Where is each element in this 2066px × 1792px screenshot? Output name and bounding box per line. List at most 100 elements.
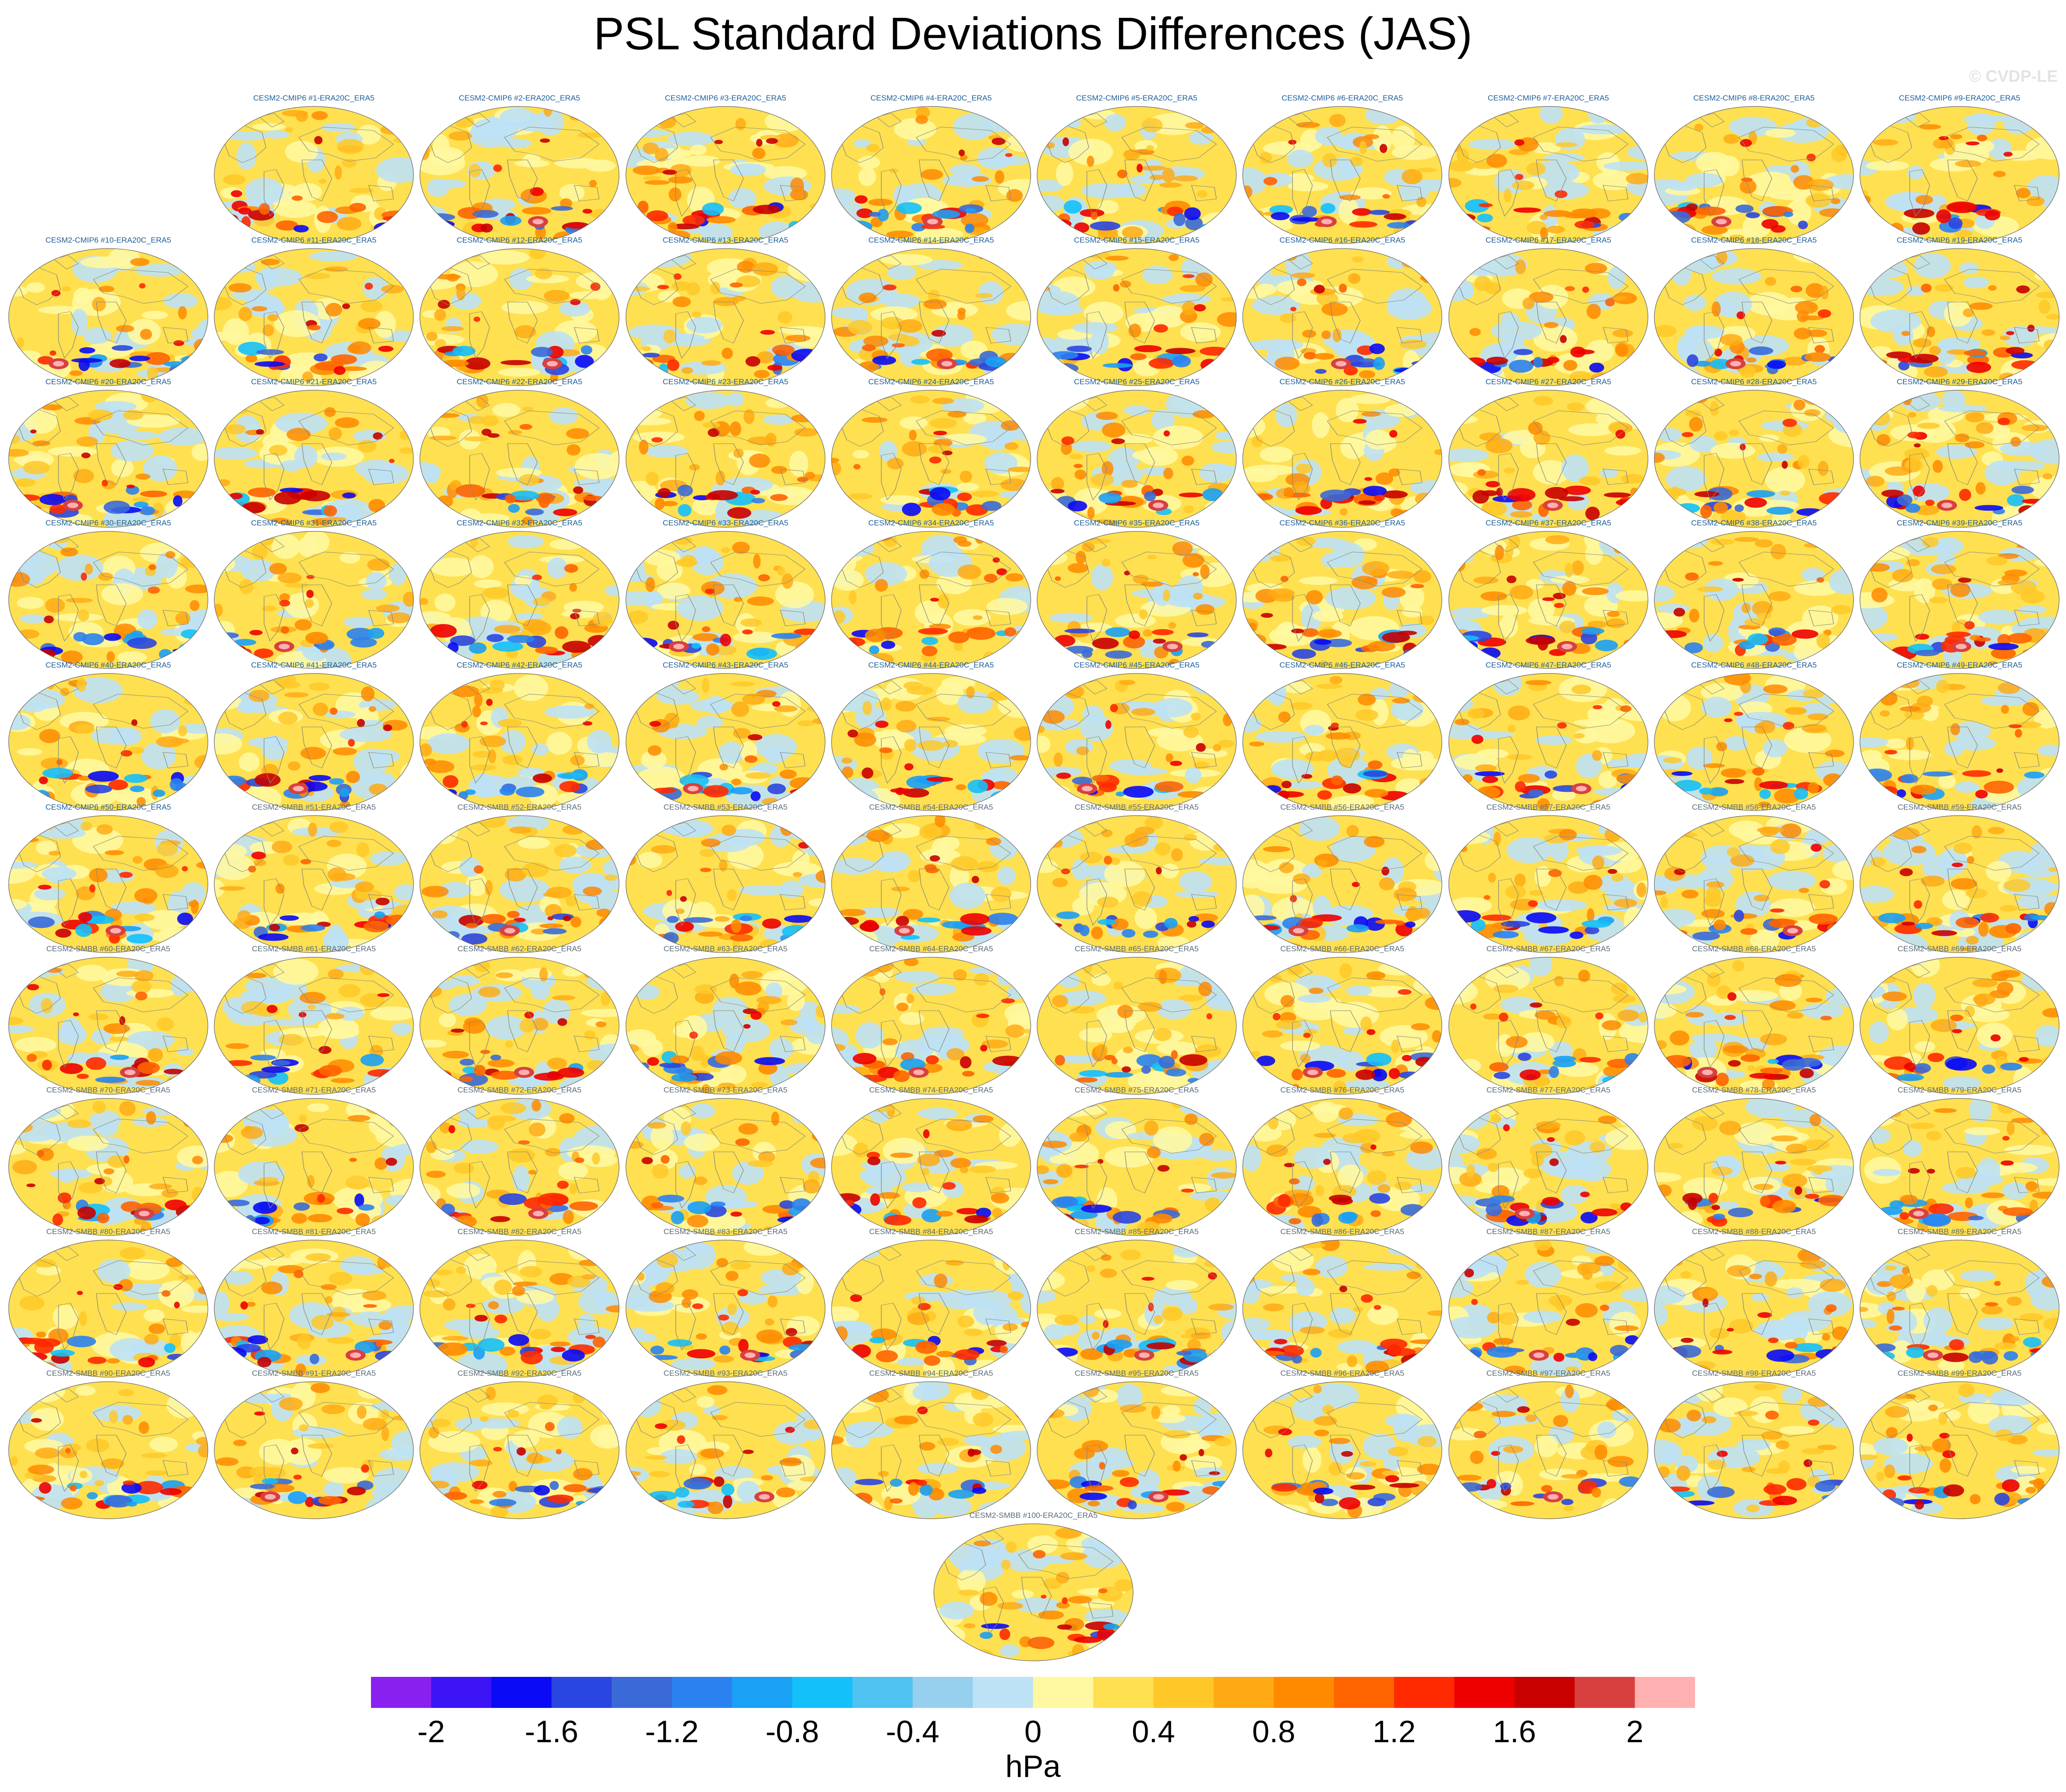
map-panel: CESM2-SMBB #54-ERA20C_ERA5	[830, 803, 1033, 953]
panel-label: CESM2-CMIP6 #49-ERA20C_ERA5	[1896, 661, 2023, 669]
colorbar-box	[1213, 1677, 1274, 1708]
map-panel: CESM2-CMIP6 #14-ERA20C_ERA5	[830, 236, 1033, 386]
robinson-map	[625, 957, 826, 1095]
robinson-map	[419, 106, 620, 244]
map-panel: CESM2-SMBB #62-ERA20C_ERA5	[418, 944, 621, 1095]
panel-label: CESM2-SMBB #76-ERA20C_ERA5	[1280, 1086, 1404, 1094]
panel-label: CESM2-SMBB #78-ERA20C_ERA5	[1692, 1086, 1816, 1094]
panel-label: CESM2-CMIP6 #32-ERA20C_ERA5	[456, 519, 583, 527]
map-panel: CESM2-SMBB #61-ERA20C_ERA5	[212, 944, 415, 1095]
panel-label: CESM2-SMBB #58-ERA20C_ERA5	[1692, 803, 1816, 811]
panel-label: CESM2-CMIP6 #4-ERA20C_ERA5	[870, 94, 992, 102]
map-panel: CESM2-SMBB #55-ERA20C_ERA5	[1035, 803, 1238, 953]
robinson-map	[419, 531, 620, 669]
map-panel: CESM2-CMIP6 #32-ERA20C_ERA5	[418, 519, 621, 669]
panel-label: CESM2-SMBB #81-ERA20C_ERA5	[252, 1227, 376, 1236]
robinson-map	[1242, 957, 1442, 1095]
map-panel: CESM2-CMIP6 #10-ERA20C_ERA5	[7, 236, 210, 386]
robinson-map	[1859, 531, 2060, 669]
robinson-map	[625, 106, 826, 244]
map-panel: CESM2-CMIP6 #18-ERA20C_ERA5	[1653, 236, 1855, 386]
robinson-map	[1037, 1098, 1237, 1236]
colorbar-box	[1574, 1677, 1635, 1708]
robinson-map	[1448, 390, 1648, 528]
panel-label: CESM2-SMBB #52-ERA20C_ERA5	[457, 803, 582, 811]
robinson-map	[625, 1240, 826, 1378]
robinson-map	[1448, 1381, 1648, 1519]
map-panel: CESM2-CMIP6 #4-ERA20C_ERA5	[830, 94, 1033, 244]
robinson-map	[831, 1381, 1031, 1519]
map-panel: CESM2-CMIP6 #30-ERA20C_ERA5	[7, 519, 210, 669]
panel-label: CESM2-SMBB #88-ERA20C_ERA5	[1692, 1227, 1816, 1236]
map-panel: CESM2-CMIP6 #38-ERA20C_ERA5	[1653, 519, 1855, 669]
panel-label: CESM2-CMIP6 #15-ERA20C_ERA5	[1074, 236, 1200, 244]
map-panel: CESM2-CMIP6 #23-ERA20C_ERA5	[624, 377, 827, 528]
map-panel: CESM2-SMBB #63-ERA20C_ERA5	[624, 944, 827, 1095]
robinson-map	[8, 1098, 208, 1236]
robinson-map	[625, 1098, 826, 1236]
panel-label: CESM2-SMBB #75-ERA20C_ERA5	[1075, 1086, 1199, 1094]
map-panel: CESM2-CMIP6 #39-ERA20C_ERA5	[1858, 519, 2061, 669]
robinson-map	[625, 390, 826, 528]
robinson-map	[1654, 531, 1854, 669]
robinson-map	[1037, 957, 1237, 1095]
map-panel: CESM2-CMIP6 #9-ERA20C_ERA5	[1858, 94, 2061, 244]
colorbar-box	[611, 1677, 673, 1708]
panel-label: CESM2-SMBB #55-ERA20C_ERA5	[1075, 803, 1199, 811]
panel-label: CESM2-SMBB #82-ERA20C_ERA5	[457, 1227, 582, 1236]
panel-label: CESM2-SMBB #79-ERA20C_ERA5	[1897, 1086, 2022, 1094]
panel-label: CESM2-CMIP6 #46-ERA20C_ERA5	[1279, 661, 1405, 669]
map-panel: CESM2-SMBB #81-ERA20C_ERA5	[212, 1227, 415, 1378]
robinson-map	[214, 1381, 414, 1519]
page-title: PSL Standard Deviations Differences (JAS…	[593, 8, 1473, 59]
colorbar-box	[491, 1677, 552, 1708]
map-panel: CESM2-CMIP6 #36-ERA20C_ERA5	[1241, 519, 1444, 669]
robinson-map	[1037, 673, 1237, 811]
panel-label: CESM2-CMIP6 #48-ERA20C_ERA5	[1691, 661, 1817, 669]
panel-label: CESM2-CMIP6 #19-ERA20C_ERA5	[1896, 236, 2023, 244]
panel-label: CESM2-CMIP6 #31-ERA20C_ERA5	[251, 519, 377, 527]
robinson-map	[214, 815, 414, 953]
robinson-map	[1654, 1098, 1854, 1236]
map-panel: CESM2-CMIP6 #35-ERA20C_ERA5	[1035, 519, 1238, 669]
robinson-map	[1242, 390, 1442, 528]
robinson-map	[1859, 815, 2060, 953]
robinson-map	[1242, 1240, 1442, 1378]
robinson-map	[831, 531, 1031, 669]
map-panel: CESM2-SMBB #65-ERA20C_ERA5	[1035, 944, 1238, 1095]
colorbar-tick-label: -0.4	[885, 1714, 940, 1749]
robinson-map	[1242, 815, 1442, 953]
panel-label: CESM2-SMBB #77-ERA20C_ERA5	[1486, 1086, 1610, 1094]
map-panel: CESM2-SMBB #93-ERA20C_ERA5	[624, 1369, 827, 1519]
colorbar-box	[1454, 1677, 1515, 1708]
panel-label: CESM2-SMBB #68-ERA20C_ERA5	[1692, 944, 1816, 953]
colorbar-tick-label: -1.2	[645, 1714, 699, 1749]
colorbar-box	[1093, 1677, 1154, 1708]
robinson-map	[8, 815, 208, 953]
panel-label: CESM2-SMBB #54-ERA20C_ERA5	[869, 803, 993, 811]
map-panel: CESM2-CMIP6 #24-ERA20C_ERA5	[830, 377, 1033, 528]
map-panel: CESM2-CMIP6 #20-ERA20C_ERA5	[7, 377, 210, 528]
robinson-map	[831, 673, 1031, 811]
colorbar-tick-label: 1.2	[1372, 1714, 1416, 1749]
robinson-map	[1242, 248, 1442, 386]
map-panel: CESM2-SMBB #59-ERA20C_ERA5	[1858, 803, 2061, 953]
map-panel: CESM2-SMBB #73-ERA20C_ERA5	[624, 1086, 827, 1236]
robinson-map	[8, 390, 208, 528]
map-panel: CESM2-CMIP6 #47-ERA20C_ERA5	[1447, 661, 1650, 811]
map-panel: CESM2-SMBB #58-ERA20C_ERA5	[1653, 803, 1855, 953]
map-panel: CESM2-CMIP6 #11-ERA20C_ERA5	[212, 236, 415, 386]
panel-label: CESM2-SMBB #71-ERA20C_ERA5	[252, 1086, 376, 1094]
panel-label: CESM2-SMBB #67-ERA20C_ERA5	[1486, 944, 1610, 953]
map-panel: CESM2-SMBB #51-ERA20C_ERA5	[212, 803, 415, 953]
map-panel: CESM2-CMIP6 #1-ERA20C_ERA5	[212, 94, 415, 244]
colorbar-box	[1514, 1677, 1575, 1708]
panel-label: CESM2-CMIP6 #30-ERA20C_ERA5	[45, 519, 171, 527]
panel-label: CESM2-SMBB #62-ERA20C_ERA5	[457, 944, 582, 953]
robinson-map	[1859, 1240, 2060, 1378]
map-panel: CESM2-SMBB #97-ERA20C_ERA5	[1447, 1369, 1650, 1519]
map-panel: CESM2-SMBB #56-ERA20C_ERA5	[1241, 803, 1444, 953]
colorbar-tick-label: -1.6	[524, 1714, 578, 1749]
panel-label: CESM2-CMIP6 #36-ERA20C_ERA5	[1279, 519, 1405, 527]
colorbar-box	[852, 1677, 913, 1708]
